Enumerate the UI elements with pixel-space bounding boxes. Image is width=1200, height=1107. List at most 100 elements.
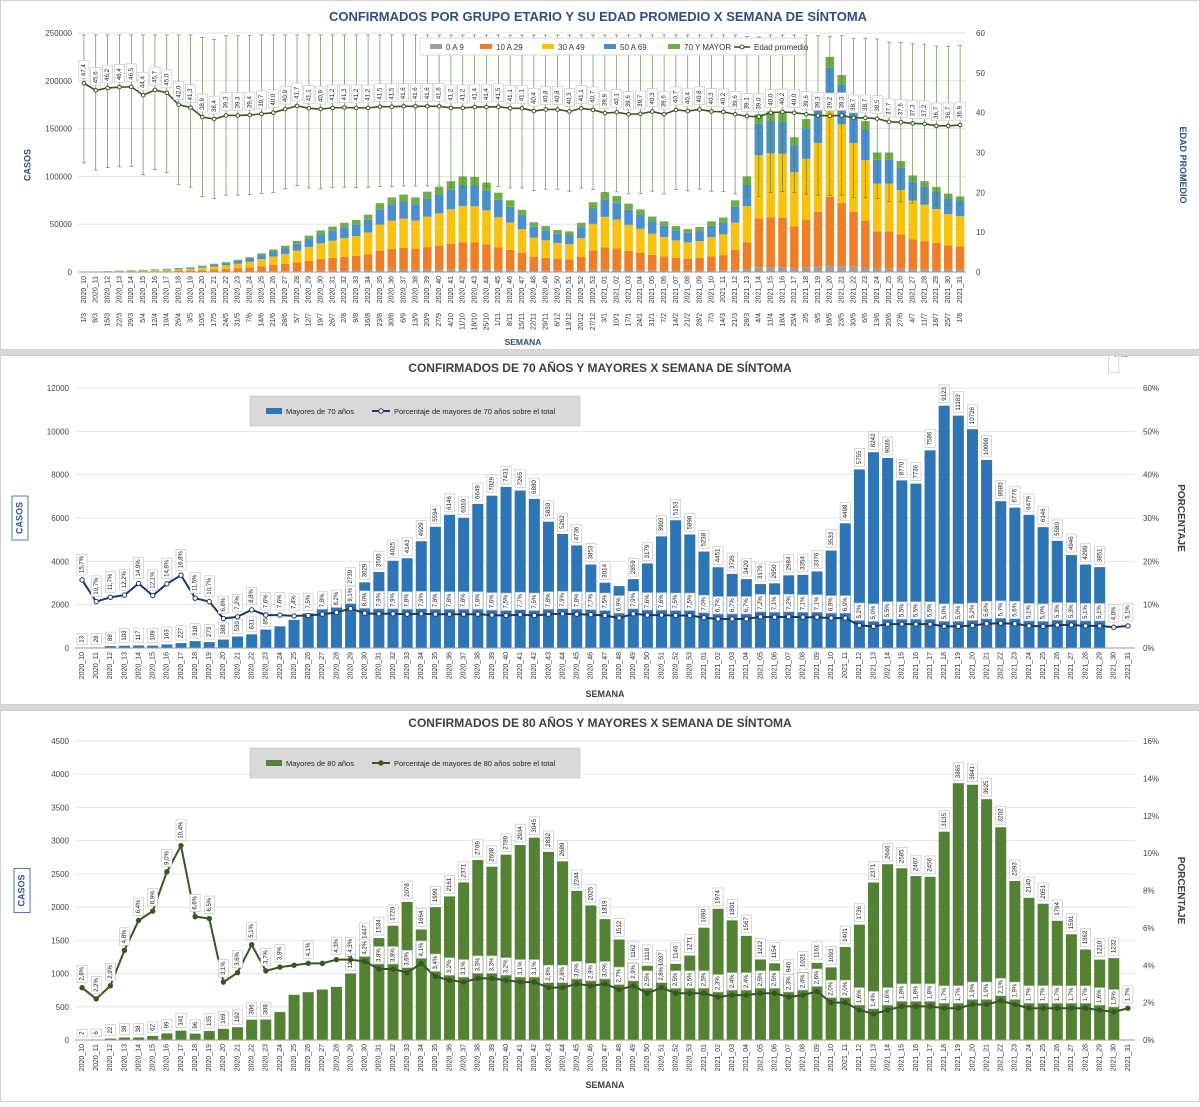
bar-segment bbox=[316, 243, 325, 259]
x-date-label: 18/7 bbox=[933, 313, 940, 327]
line-point bbox=[153, 88, 157, 92]
x-tick-label: 2020_32 bbox=[390, 652, 397, 679]
bar-segment bbox=[920, 241, 929, 269]
pct-label: 6,9% bbox=[150, 890, 156, 904]
bar-value-label: 1534 bbox=[376, 919, 383, 933]
x-tick-label: 2020_14 bbox=[135, 1044, 142, 1071]
bar-segment bbox=[411, 197, 420, 204]
bar-segment bbox=[328, 227, 337, 231]
pct-point bbox=[871, 1012, 875, 1016]
bar-segment bbox=[423, 192, 432, 199]
line-point bbox=[674, 108, 678, 112]
bar-segment bbox=[435, 213, 444, 245]
pct-label: 5,1% bbox=[1027, 605, 1033, 619]
x-tick-label: 2020_35 bbox=[432, 1044, 439, 1071]
bar-value-label: 2585 bbox=[898, 849, 905, 863]
pct-label: 12,1% bbox=[150, 571, 156, 589]
pct-label: 2,4% bbox=[744, 974, 750, 988]
bar-segment bbox=[352, 225, 361, 236]
x-tick-label: 2021_12 bbox=[856, 1044, 863, 1071]
point-label: 40,0 bbox=[767, 93, 774, 106]
bar-segment bbox=[494, 200, 503, 217]
bar-segment bbox=[174, 269, 183, 270]
pct-label: 1,9% bbox=[1012, 983, 1018, 997]
bar-value-label: 3505 bbox=[376, 553, 383, 567]
legend-swatch bbox=[430, 44, 442, 49]
pct-point bbox=[716, 617, 720, 621]
x-tick-label: 2021_02 bbox=[614, 276, 621, 303]
bar-segment bbox=[956, 216, 965, 246]
legend-swatch bbox=[542, 44, 554, 49]
x-tick-label: 2020_52 bbox=[578, 276, 585, 303]
bar-segment bbox=[352, 256, 361, 271]
bar bbox=[882, 864, 893, 1040]
pct-point bbox=[419, 961, 423, 965]
bar-segment bbox=[790, 268, 799, 272]
pct-label: 4,3% bbox=[334, 938, 340, 952]
x-tick-label: 2021_20 bbox=[969, 652, 976, 679]
bar-value-label: 5830 bbox=[545, 502, 552, 516]
pct-point bbox=[249, 608, 253, 612]
bar-value-label: 3135 bbox=[941, 812, 948, 826]
bar-value-label: 2739 bbox=[347, 569, 354, 583]
pct-label: 6,7% bbox=[716, 598, 722, 612]
bar-segment bbox=[672, 258, 681, 271]
bar-segment bbox=[257, 255, 266, 259]
bar-segment bbox=[956, 246, 965, 269]
pct-label: 2,4% bbox=[730, 974, 736, 988]
bar-value-label: 6880 bbox=[531, 480, 538, 494]
bar-value-label: 1118 bbox=[644, 947, 651, 960]
pct-label: 6,5% bbox=[207, 897, 213, 911]
bar-value-label: 3179 bbox=[644, 544, 651, 558]
x-tick-label: 2020_26 bbox=[270, 276, 277, 303]
pct-label: 15,7% bbox=[80, 555, 86, 573]
x-tick-label: 2020_11 bbox=[93, 1044, 100, 1071]
line-point bbox=[201, 115, 205, 119]
pct-label: 14,9% bbox=[136, 559, 142, 577]
x-date-label: 13/12 bbox=[566, 313, 573, 331]
pct-point bbox=[617, 616, 621, 620]
x-date-label: 29/11 bbox=[543, 313, 550, 330]
bar-segment bbox=[269, 252, 278, 257]
bar-segment bbox=[861, 221, 870, 268]
bar-value-label: 7265 bbox=[517, 471, 524, 485]
bar-segment bbox=[589, 208, 598, 223]
line-point bbox=[828, 114, 832, 118]
pct-label: 5,5% bbox=[885, 603, 891, 617]
x-tick-label: 2021_06 bbox=[661, 276, 668, 303]
line-point bbox=[165, 91, 169, 95]
x-tick-label: 2021_26 bbox=[1054, 1044, 1061, 1071]
bar-segment bbox=[541, 230, 550, 240]
bar-segment bbox=[151, 270, 160, 271]
line-point bbox=[177, 103, 181, 107]
line-point bbox=[757, 115, 761, 119]
x-tick-label: 2021_26 bbox=[898, 276, 905, 303]
x-tick-label: 2020_33 bbox=[353, 276, 360, 303]
pct-point bbox=[207, 916, 211, 920]
x-date-label: 11/10 bbox=[460, 313, 467, 330]
bar bbox=[1023, 898, 1034, 1040]
bar-segment bbox=[506, 223, 515, 250]
pct-point bbox=[490, 976, 494, 980]
bar-value-label: 2789 bbox=[503, 835, 510, 849]
line-point bbox=[354, 106, 358, 110]
x-tick-label: 2021_02 bbox=[715, 652, 722, 679]
pct-point bbox=[1041, 1006, 1045, 1010]
pct-label: 7,7% bbox=[588, 593, 594, 607]
x-tick-label: 2020_49 bbox=[630, 652, 637, 679]
bar-segment bbox=[222, 262, 231, 263]
point-label: 47,4 bbox=[81, 64, 88, 77]
point-label: 40,0 bbox=[791, 93, 798, 106]
bar bbox=[925, 877, 936, 1040]
bar-segment bbox=[257, 253, 266, 255]
x-date-label: 1/8 bbox=[957, 313, 964, 323]
pct-label: 8,2% bbox=[334, 591, 340, 605]
pct-label: 2,8% bbox=[80, 966, 86, 980]
point-label: 39,6 bbox=[803, 95, 810, 108]
pct-point bbox=[447, 978, 451, 982]
line-point bbox=[260, 112, 264, 116]
bar-segment bbox=[340, 223, 349, 227]
x-date-label: 7/2 bbox=[661, 313, 668, 323]
bar-value-label: 11183 bbox=[955, 394, 962, 411]
bar-value-label: 1999 bbox=[432, 888, 439, 902]
